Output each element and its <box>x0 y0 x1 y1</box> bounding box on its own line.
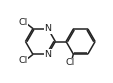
Text: Cl: Cl <box>19 18 28 27</box>
Text: N: N <box>44 50 51 59</box>
Text: N: N <box>44 24 51 33</box>
Text: Cl: Cl <box>65 58 74 67</box>
Text: Cl: Cl <box>19 56 28 65</box>
